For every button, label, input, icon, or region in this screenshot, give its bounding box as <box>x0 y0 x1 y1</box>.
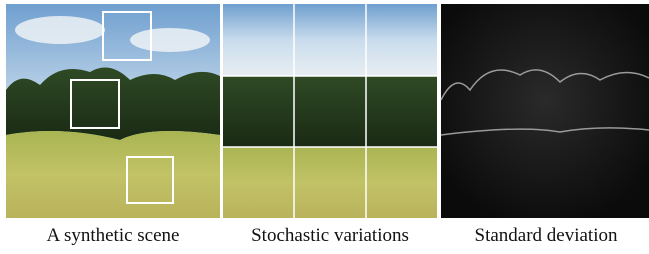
cloud <box>130 28 210 52</box>
deviation-map <box>441 4 649 218</box>
grass-tiles <box>223 147 437 218</box>
caption: A synthetic scene <box>47 225 180 246</box>
caption: Standard deviation <box>475 225 618 246</box>
grass <box>6 131 220 218</box>
sky-tiles <box>223 4 437 76</box>
page: A synthetic scene Stochastic variations … <box>0 0 649 254</box>
caption: Stochastic variations <box>251 225 409 246</box>
cloud <box>15 16 105 44</box>
figure: A synthetic scene Stochastic variations … <box>0 0 649 254</box>
tree-tiles <box>223 76 437 147</box>
variations-panel <box>223 4 437 218</box>
scene-panel <box>6 4 220 218</box>
deviation-panel <box>441 4 649 218</box>
